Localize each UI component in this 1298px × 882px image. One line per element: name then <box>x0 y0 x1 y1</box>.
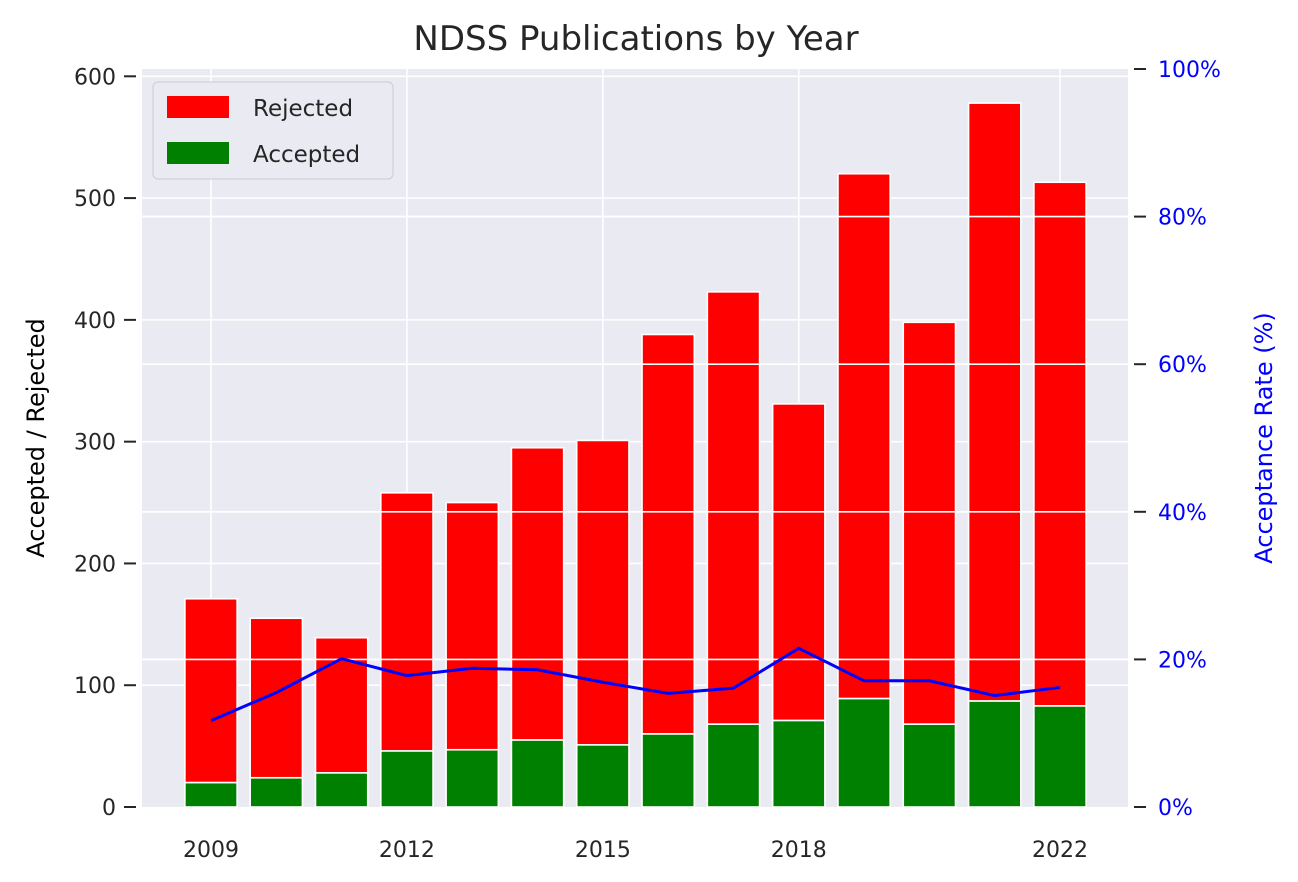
plot-background <box>142 69 1128 807</box>
bar-accepted-2015 <box>575 744 630 808</box>
line-layer <box>210 646 1061 723</box>
legend-swatch-rejected <box>167 96 229 118</box>
axis-layer: 0 100 200 300 400 500 600 0% 20% 40% 60% 80% 100% 200… <box>74 58 1221 863</box>
x-tick-label: 2009 <box>183 838 239 863</box>
bar-rejected-2018 <box>771 403 826 722</box>
y-tick-label: 100 <box>74 674 116 699</box>
bar-accepted-2011 <box>314 772 369 808</box>
bar-accepted-2009 <box>184 781 238 808</box>
bar-rejected-2019 <box>837 172 892 700</box>
bar-rejected-2012 <box>379 492 434 752</box>
y-tick-label: 600 <box>74 65 116 90</box>
x-tick-label: 2022 <box>1032 838 1088 863</box>
bar-accepted-2020 <box>902 723 957 808</box>
bar-accepted-2014 <box>510 739 565 808</box>
y-axis-label: Accepted / Rejected <box>22 318 50 558</box>
bar-accepted-2016 <box>641 733 696 808</box>
x-tick-label: 2015 <box>575 838 631 863</box>
legend-label-rejected: Rejected <box>253 96 353 122</box>
y2-tick-label: 100% <box>1158 58 1221 83</box>
bar-rejected-2010 <box>249 617 304 779</box>
bar-accepted-2018 <box>771 719 826 808</box>
bar-rejected-2020 <box>902 321 957 725</box>
bar-accepted-2012 <box>379 750 434 808</box>
y2-tick-label: 80% <box>1158 206 1207 231</box>
bar-rejected-2015 <box>575 439 630 746</box>
bar-rejected-2014 <box>510 446 565 741</box>
y2-tick-label: 0% <box>1158 796 1193 821</box>
y2-tick-label: 20% <box>1158 648 1207 673</box>
x-tick-label: 2012 <box>379 838 435 863</box>
legend-label-accepted: Accepted <box>253 142 360 168</box>
y-tick-label: 300 <box>74 431 116 456</box>
bar-layer <box>142 102 1128 808</box>
bar-rejected-2016 <box>641 333 696 735</box>
bar-rejected-2022 <box>1033 181 1087 707</box>
chart-title: NDSS Publications by Year <box>413 19 858 59</box>
bar-accepted-2010 <box>249 776 304 808</box>
bar-rejected-2013 <box>445 501 500 751</box>
bar-accepted-2021 <box>967 700 1022 808</box>
y-tick-label: 200 <box>74 552 116 577</box>
y-tick-label: 0 <box>102 796 116 821</box>
bar-accepted-2013 <box>445 748 500 808</box>
x-tick-label: 2018 <box>771 838 827 863</box>
legend-swatch-accepted <box>167 142 229 164</box>
bar-accepted-2022 <box>1033 705 1087 808</box>
legend: Rejected Accepted <box>152 81 394 180</box>
bar-accepted-2017 <box>706 723 761 808</box>
y-tick-label: 500 <box>74 187 116 212</box>
acceptance-rate-line <box>210 646 1061 723</box>
y2-axis-label: Acceptance Rate (%) <box>1250 312 1278 564</box>
bar-rejected-2009 <box>184 597 238 784</box>
y2-tick-label: 40% <box>1158 501 1207 526</box>
y-tick-label: 400 <box>74 309 116 334</box>
bar-rejected-2021 <box>967 102 1022 702</box>
y2-tick-label: 60% <box>1158 353 1207 378</box>
bar-accepted-2019 <box>837 697 892 808</box>
